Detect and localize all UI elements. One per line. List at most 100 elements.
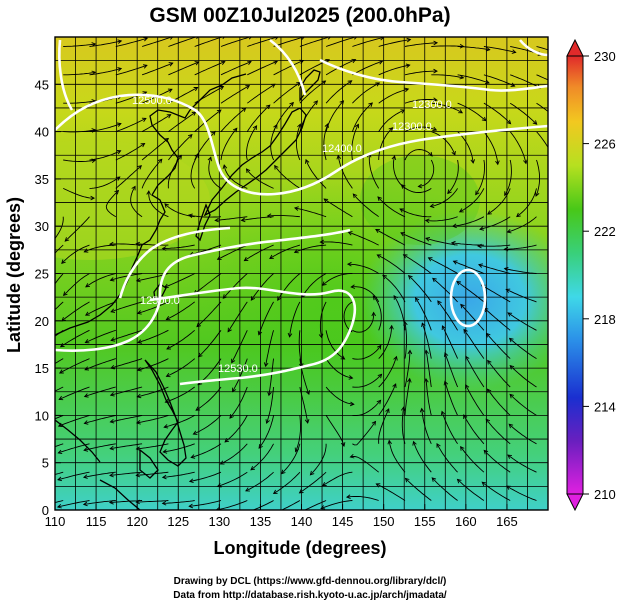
- streamline-arrow: [229, 414, 234, 419]
- streamline-arrow: [405, 63, 411, 68]
- streamline: [536, 102, 548, 112]
- streamline: [89, 40, 122, 47]
- streamline-arrow: [509, 364, 515, 370]
- streamline-arrow: [309, 470, 315, 476]
- streamline-arrow: [166, 114, 172, 119]
- streamline: [352, 373, 382, 388]
- streamline-arrow: [265, 104, 271, 110]
- streamline-arrow: [170, 37, 174, 40]
- streamline: [220, 37, 252, 47]
- streamline: [444, 381, 459, 416]
- streamline-arrow: [165, 316, 171, 321]
- streamline-arrow: [375, 228, 380, 234]
- streamline: [55, 500, 64, 504]
- streamline: [337, 155, 353, 189]
- streamline: [229, 386, 248, 419]
- streamline-arrow: [458, 109, 464, 114]
- streamline: [437, 300, 458, 331]
- y-axis-label: Latitude (degrees): [4, 197, 24, 353]
- streamline: [246, 104, 271, 132]
- streamline-arrow: [215, 507, 220, 510]
- streamline: [208, 157, 222, 189]
- streamline: [507, 454, 537, 473]
- streamline: [378, 408, 390, 444]
- streamline-arrow: [325, 58, 331, 64]
- streamline: [110, 386, 143, 396]
- streamline: [441, 411, 458, 445]
- streamline: [220, 61, 252, 76]
- streamline-arrow: [428, 151, 433, 157]
- streamline: [247, 83, 276, 104]
- streamline: [194, 109, 222, 132]
- streamline: [392, 155, 406, 189]
- streamline: [224, 415, 248, 443]
- streamline: [58, 414, 90, 427]
- streamline: [404, 149, 433, 161]
- streamline-arrow: [304, 419, 310, 424]
- streamline: [162, 500, 195, 504]
- streamline-arrow: [510, 82, 516, 87]
- streamline: [325, 415, 345, 447]
- streamline: [61, 301, 90, 322]
- y-tick-label: 35: [35, 172, 49, 187]
- streamline-arrow: [407, 275, 413, 280]
- streamline: [404, 350, 411, 388]
- streamline-arrow: [323, 198, 329, 203]
- y-tick-label: 0: [42, 503, 49, 518]
- streamline-arrow: [247, 60, 252, 65]
- streamline: [506, 485, 537, 501]
- streamline-arrow: [85, 283, 90, 288]
- streamline-arrow: [196, 322, 202, 328]
- streamline: [198, 330, 222, 358]
- streamline-arrow: [352, 193, 358, 199]
- streamline-arrow: [161, 500, 167, 506]
- streamline: [425, 216, 458, 222]
- streamline-arrow: [142, 64, 148, 69]
- streamline: [401, 184, 432, 193]
- streamline: [222, 273, 248, 299]
- streamline: [508, 423, 537, 445]
- streamline: [372, 295, 382, 331]
- streamline-arrow: [57, 449, 63, 455]
- streamline-arrow: [115, 176, 121, 181]
- streamline: [136, 443, 169, 450]
- streamline-arrow: [437, 300, 442, 306]
- streamline-arrow: [327, 37, 332, 40]
- streamline: [305, 159, 327, 189]
- streamline: [274, 165, 301, 189]
- streamline: [83, 443, 116, 451]
- streamline: [227, 301, 248, 332]
- streamline-arrow: [48, 244, 52, 248]
- streamline: [109, 500, 143, 504]
- streamline-arrow: [562, 86, 566, 89]
- streamline-arrow: [250, 466, 256, 471]
- streamline-arrow: [377, 373, 383, 379]
- streamline-arrow: [487, 359, 492, 365]
- streamline: [432, 277, 458, 303]
- streamline: [299, 100, 318, 132]
- streamline-arrow: [431, 477, 437, 482]
- streamline-arrow: [33, 452, 37, 456]
- streamline-arrow: [168, 62, 174, 67]
- streamline-arrow: [511, 49, 517, 54]
- streamline: [141, 158, 163, 189]
- streamline: [404, 70, 437, 76]
- streamline-arrow: [419, 407, 425, 413]
- streamline-arrow: [506, 228, 512, 234]
- streamline: [109, 471, 143, 476]
- contour-labels: 12500.0 12500.0 12530.0 12400.0 12300.0 …: [132, 95, 452, 375]
- lat-lon-grid: [55, 37, 548, 510]
- streamline-arrow: [140, 142, 146, 148]
- streamline: [55, 471, 64, 476]
- streamline: [61, 244, 90, 264]
- streamline-arrow: [216, 109, 222, 114]
- contour-label: 12500.0: [140, 295, 180, 307]
- streamline: [267, 215, 300, 218]
- streamline-arrow: [423, 377, 429, 383]
- streamline: [460, 304, 485, 331]
- streamline: [310, 443, 327, 476]
- colorbar-ticks: 210 214 218 222 226 230: [583, 49, 616, 502]
- streamline-arrow: [477, 243, 482, 249]
- streamline: [431, 74, 464, 79]
- streamline: [83, 500, 116, 505]
